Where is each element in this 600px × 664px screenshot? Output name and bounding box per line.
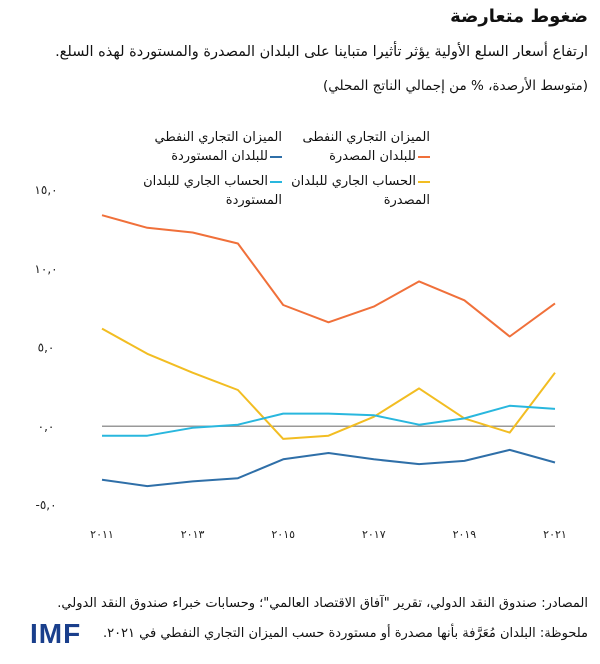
- legend-ca-importers-line2: المستوردة: [225, 193, 282, 208]
- x-tick-label: ٢٠٢١: [543, 528, 567, 541]
- legend-ca-exporters-line1: الحساب الجاري للبلدان: [291, 174, 416, 189]
- legend-oil-exporters-label: للبلدان المصدرة: [329, 149, 416, 164]
- legend-blue-swatch: [270, 155, 282, 158]
- x-tick-label: ٢٠١٥: [271, 528, 295, 541]
- legend-ca-exporters: الحساب الجاري للبلدان المصدرة: [270, 172, 430, 210]
- chart-title: ضغوط متعارضة: [450, 6, 588, 27]
- y-tick-label: ١٥,٠: [34, 183, 57, 197]
- legend-ca-importers: الحساب الجاري للبلدان المستوردة: [122, 172, 282, 210]
- y-tick-label: ٠,٠: [38, 419, 55, 433]
- chart-unit-label: (متوسط الأرصدة، % من إجمالي الناتج المحل…: [323, 78, 588, 94]
- series-line-cyan: [102, 404, 556, 437]
- legend-cyan-swatch: [270, 180, 282, 183]
- legend-ca-exporters-line2: المصدرة: [383, 193, 430, 208]
- legend-oil-exporters: الميزان التجاري النفطى للبلدان المصدرة: [290, 128, 430, 166]
- source-note: المصادر: صندوق النقد الدولي، تقرير "آفاق…: [57, 596, 588, 611]
- x-axis: ٢٠١١ ٢٠١٣ ٢٠١٥ ٢٠١٧ ٢٠١٩ ٢٠٢١: [90, 528, 567, 541]
- x-tick-label: ٢٠١١: [90, 528, 114, 541]
- legend-ca-importers-line1: الحساب الجاري للبلدان: [143, 174, 268, 189]
- legend-oil-importers: الميزان التجاري النفطي للبلدان المستوردة: [132, 128, 282, 166]
- series-line-blue: [101, 448, 556, 488]
- series-line-yellow: [101, 327, 556, 440]
- footnote: ملحوظة: البلدان مُعَرَّفة بأنها مصدرة أو…: [102, 626, 588, 641]
- chart-subtitle: ارتفاع أسعار السلع الأولية يؤثر تأثيرا م…: [55, 44, 588, 60]
- y-tick-label: -٥,٠: [35, 498, 56, 512]
- x-tick-label: ٢٠١٩: [453, 528, 477, 541]
- legend-oil-importers-label: للبلدان المستوردة: [171, 149, 268, 164]
- legend-yellow-swatch: [418, 180, 430, 183]
- y-tick-label: ١٠,٠: [34, 262, 57, 276]
- series-lines: [101, 214, 556, 488]
- legend-oil-exporters-title: الميزان التجاري النفطى: [302, 130, 430, 145]
- y-tick-label: ٥,٠: [38, 341, 55, 355]
- x-tick-label: ٢٠١٧: [362, 528, 386, 541]
- series-line-orange: [101, 214, 556, 338]
- x-tick-label: ٢٠١٣: [181, 528, 205, 541]
- legend-orange-swatch: [418, 155, 430, 158]
- y-axis: ١٥,٠ ١٠,٠ ٥,٠ ٠,٠ -٥,٠: [34, 183, 57, 512]
- imf-logo: IMF: [30, 618, 82, 649]
- legend-oil-importers-title: الميزان التجاري النفطي: [154, 130, 282, 145]
